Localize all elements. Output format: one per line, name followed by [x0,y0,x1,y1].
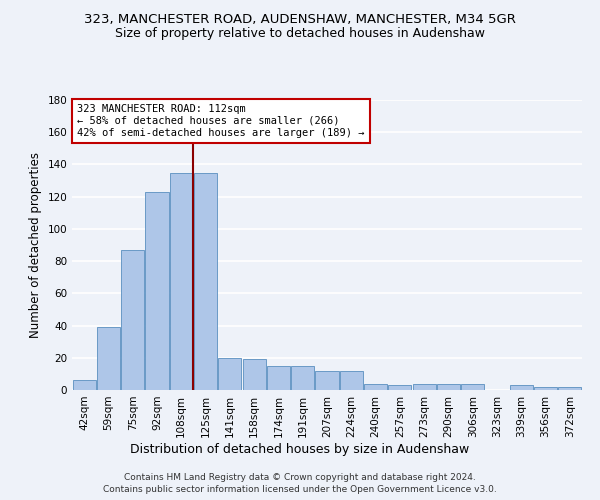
Text: Size of property relative to detached houses in Audenshaw: Size of property relative to detached ho… [115,28,485,40]
Bar [388,385,412,390]
Bar [559,387,581,390]
Bar [97,327,120,390]
Bar [413,384,436,390]
Text: 323, MANCHESTER ROAD, AUDENSHAW, MANCHESTER, M34 5GR: 323, MANCHESTER ROAD, AUDENSHAW, MANCHES… [84,12,516,26]
Bar [510,385,533,390]
Text: 323 MANCHESTER ROAD: 112sqm
← 58% of detached houses are smaller (266)
42% of se: 323 MANCHESTER ROAD: 112sqm ← 58% of det… [77,104,365,138]
Y-axis label: Number of detached properties: Number of detached properties [29,152,42,338]
Bar [316,370,338,390]
Bar [364,384,387,390]
Bar [194,172,217,390]
Bar [73,380,95,390]
Bar [340,370,363,390]
Bar [461,384,484,390]
Text: Distribution of detached houses by size in Audenshaw: Distribution of detached houses by size … [130,442,470,456]
Bar [218,358,241,390]
Bar [267,366,290,390]
Bar [170,172,193,390]
Bar [121,250,144,390]
Bar [437,384,460,390]
Bar [291,366,314,390]
Text: Contains HM Land Registry data © Crown copyright and database right 2024.: Contains HM Land Registry data © Crown c… [124,472,476,482]
Bar [534,387,557,390]
Bar [242,360,266,390]
Bar [145,192,169,390]
Text: Contains public sector information licensed under the Open Government Licence v3: Contains public sector information licen… [103,485,497,494]
